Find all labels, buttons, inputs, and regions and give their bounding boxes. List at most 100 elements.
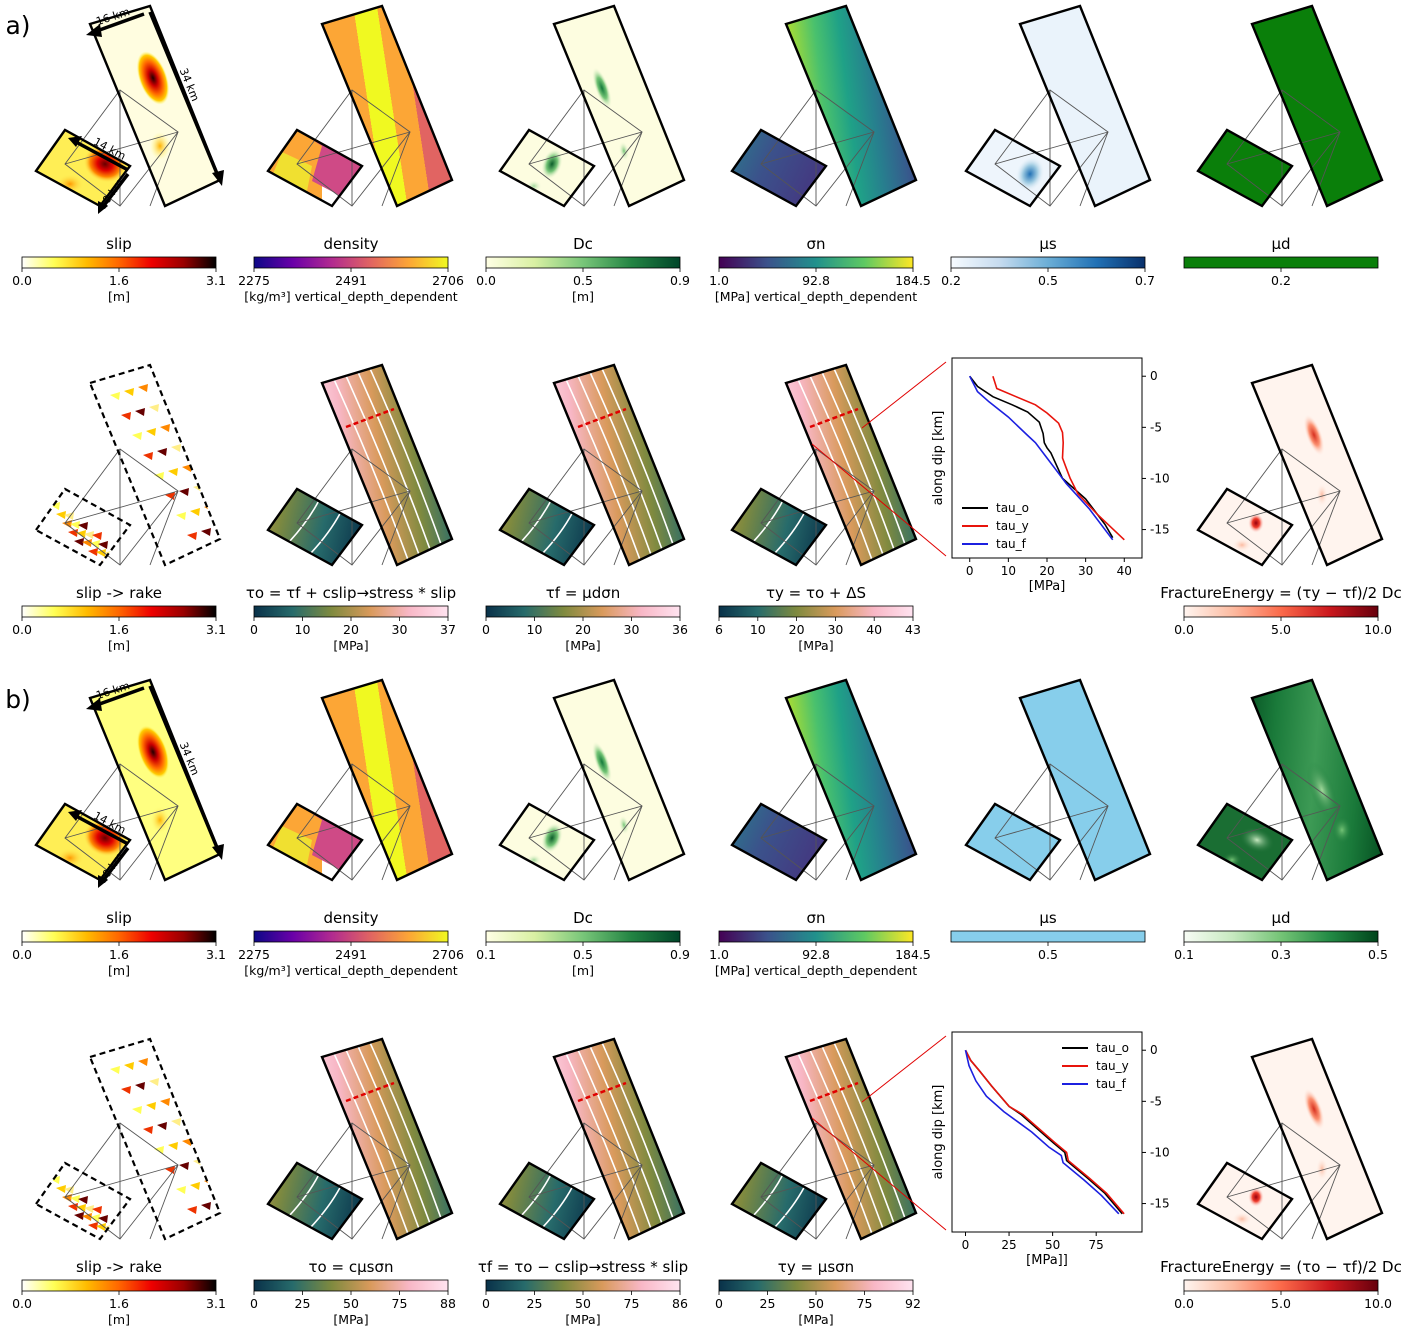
colorbar-tick-label: 184.5 (895, 273, 931, 288)
map-fracture (1196, 363, 1384, 567)
map-dc (498, 4, 686, 208)
colorbar-unit: [MPa] vertical_depth_dependent (715, 289, 917, 304)
colorbar: slip -> rake 0.0 1.6 3.1 [m] (12, 1258, 226, 1327)
colorbar-tick-label: 3.1 (206, 947, 226, 962)
colorbar-gradient (253, 1279, 449, 1292)
colorbar-tick-label: 3.1 (206, 273, 226, 288)
x-tick-label: 75 (1089, 1238, 1104, 1252)
x-axis-label: [MPa]] (1026, 1253, 1068, 1268)
main-fault-outline (1018, 678, 1152, 882)
colorbar-tick-label: 10 (295, 622, 311, 637)
legend-label: tau_f (996, 537, 1027, 551)
map-tau (266, 363, 454, 567)
colorbar-tick-label: 1.6 (109, 622, 129, 637)
y-tick-label: 0 (1150, 1043, 1158, 1057)
map-dc (498, 678, 686, 882)
series-line-tau_f (968, 375, 1114, 541)
map-tau (498, 1037, 686, 1241)
connector-line (861, 361, 947, 429)
colorbar-tick-label: 92 (905, 1296, 921, 1311)
colorbar-tick-label: 10 (527, 622, 543, 637)
y-axis-label: along dip [km] (931, 1085, 946, 1180)
colorbar-title: σn (806, 909, 825, 927)
main-fault-outline (552, 678, 686, 882)
colorbar-tick-label: 37 (440, 622, 456, 637)
colorbar-gradient (21, 1279, 217, 1292)
colorbar-tick-label: 25 (527, 1296, 543, 1311)
x-tick-label: 10 (1001, 564, 1016, 578)
y-tick-label: -10 (1150, 471, 1170, 485)
secondary-fault-outline (730, 487, 828, 567)
cross-section-line (345, 1081, 395, 1103)
colorbar-gradient (485, 605, 681, 618)
colorbar-tick-label: 43 (905, 622, 921, 637)
colorbar-tick-label: 20 (789, 622, 805, 637)
colorbar-title: μd (1271, 235, 1290, 253)
colorbar-tick-label: 40 (866, 622, 882, 637)
cross-section-line (577, 407, 627, 429)
colorbar-tick-label: 184.5 (895, 947, 931, 962)
series-line-tau_f (964, 1050, 1120, 1215)
y-tick-label: -10 (1150, 1145, 1170, 1159)
colorbar-title: slip (106, 235, 132, 253)
colorbar-tick-label: 2706 (432, 273, 464, 288)
main-fault-outline (320, 363, 454, 567)
dimension-arrows (68, 11, 224, 214)
profile-chart: 0 25 50 75 0 -5 -10 -15 [MPa]] along dip [km] tau_… (931, 1031, 1170, 1268)
x-tick-label: 40 (1117, 564, 1132, 578)
secondary-fault-outline (498, 487, 596, 567)
main-fault-outline (552, 1037, 686, 1241)
colorbar-unit: [MPa] (333, 1312, 368, 1327)
y-tick-label: -5 (1150, 1094, 1162, 1108)
colorbar: FractureEnergy = (τy − τf)/2 Dc 0.0 5.0 10.… (1160, 584, 1401, 637)
secondary-fault-outline (34, 802, 132, 882)
connector-line (861, 1035, 947, 1103)
colorbar-unit: [kg/m³] vertical_depth_dependent (244, 963, 458, 978)
map-sigma (730, 4, 918, 208)
colorbar-unit: [kg/m³] vertical_depth_dependent (244, 289, 458, 304)
colorbar-title: slip (106, 909, 132, 927)
colorbar-gradient (718, 1279, 914, 1292)
main-fault-outline (320, 678, 454, 882)
colorbar-tick-label: 0 (250, 1296, 258, 1311)
secondary-fault-outline (498, 802, 596, 882)
colorbar: slip 0.0 1.6 3.1 [m] (12, 909, 226, 978)
colorbar-tick-label: 50 (575, 1296, 591, 1311)
colorbar: τo = cμsσn 0 25 50 75 88 [MPa] (250, 1258, 456, 1327)
colorbar-tick-label: 2491 (335, 273, 367, 288)
main-fault-outline (552, 363, 686, 567)
legend-label: tau_o (996, 501, 1029, 515)
map-mus_b (964, 678, 1152, 882)
colorbar-tick-label: 20 (575, 622, 591, 637)
connector-line (811, 443, 947, 557)
colorbar-tick-label: 0.0 (12, 273, 32, 288)
x-tick-label: 0 (966, 564, 974, 578)
secondary-fault-outline (730, 802, 828, 882)
colorbar-title: τy = τo + ΔS (766, 584, 866, 602)
colorbar-tick-label: 50 (808, 1296, 824, 1311)
colorbar-tick-label: 0.3 (1271, 947, 1291, 962)
colorbar-title: Dc (573, 235, 593, 253)
dimension-arrows (68, 685, 224, 888)
main-fault-outline (1250, 363, 1384, 567)
colorbar: slip 0.0 1.6 3.1 [m] (12, 235, 226, 304)
colorbar-title: FractureEnergy = (τy − τf)/2 Dc (1160, 584, 1401, 602)
colorbar-tick-label: 3.1 (206, 622, 226, 637)
colorbar-unit: [MPa] (798, 1312, 833, 1327)
secondary-fault-outline (1196, 1161, 1294, 1241)
panel-letter: a) (5, 11, 30, 40)
colorbar-tick-label: 0.2 (941, 273, 961, 288)
colorbar-unit: [m] (108, 638, 130, 653)
colorbar-tick-label: 0.5 (1038, 947, 1058, 962)
colorbar-tick-label: 2275 (238, 273, 270, 288)
y-tick-label: -15 (1150, 523, 1170, 537)
series-line-tau_y (992, 375, 1125, 541)
colorbar-tick-label: 0.9 (670, 273, 690, 288)
colorbar-tick-label: 20 (343, 622, 359, 637)
connector-line (811, 1117, 947, 1231)
colorbar-title: σn (806, 235, 825, 253)
colorbar-tick-label: 92.8 (802, 947, 830, 962)
colorbar-tick-label: 30 (827, 622, 843, 637)
colorbar: density 2275 2491 2706[kg/m³] vertical_dept… (238, 235, 464, 304)
colorbar-tick-label: 0.9 (670, 947, 690, 962)
